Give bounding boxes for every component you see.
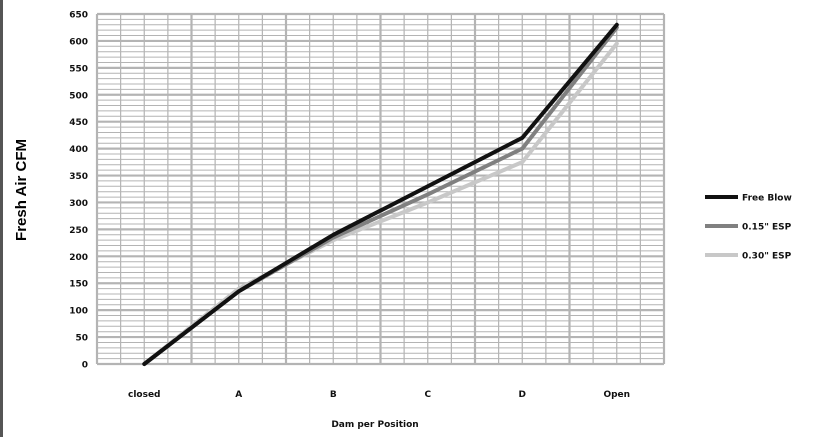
x-tick-label: A [235,390,242,400]
x-tick-label: closed [128,390,161,400]
left-frame-line [0,0,3,437]
grid-lines [95,12,666,366]
series-lines [142,22,619,366]
y-tick-label: 250 [69,226,88,236]
x-tick-label: C [424,390,431,400]
series-line-0 [142,22,619,366]
x-axis-ticks: closed A B C D Open [128,390,630,400]
y-tick-label: 650 [69,11,88,21]
y-tick-label: 550 [69,64,88,74]
y-tick-label: 0 [82,361,88,371]
y-tick-label: 150 [69,280,88,290]
legend-label: 0.30" ESP [742,252,792,262]
y-tick-label: 600 [69,37,88,47]
y-axis-title: Fresh Air CFM [13,139,30,241]
y-tick-label: 450 [69,118,88,128]
x-tick-label: D [519,390,526,400]
x-tick-label: Open [603,390,630,400]
legend-label: Free Blow [742,194,792,204]
legend: Free Blow 0.15" ESP 0.30" ESP [705,194,792,262]
y-tick-label: 50 [75,334,88,344]
y-tick-label: 200 [69,253,88,263]
y-tick-label: 300 [69,199,88,209]
legend-label: 0.15" ESP [742,223,792,233]
y-tick-label: 350 [69,172,88,182]
x-axis-title: Dam per Position [331,420,418,430]
y-tick-label: 500 [69,91,88,101]
y-axis-ticks: 0 50 100 150 200 250 300 350 400 450 500 550 600 650 [69,11,88,371]
y-tick-label: 400 [69,145,88,155]
y-tick-label: 100 [69,307,88,317]
x-tick-label: B [330,390,337,400]
